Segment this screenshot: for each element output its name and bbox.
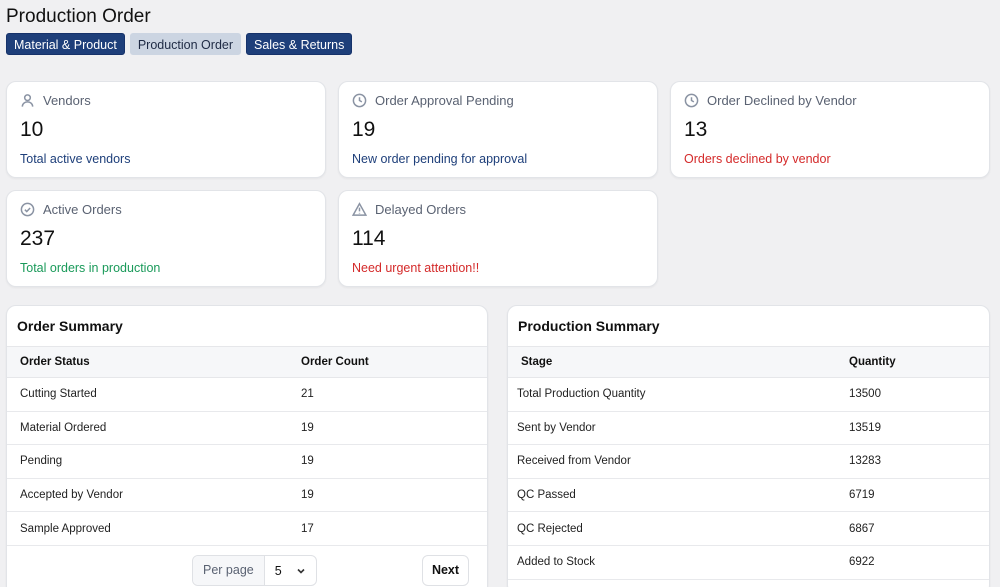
warning-icon (352, 202, 367, 216)
table-row: Total Production Quantity 13500 (508, 377, 989, 412)
order-summary-panel: Order Summary Order Status Order Count C… (6, 305, 488, 587)
table-row: Cutting Started 21 (7, 377, 487, 412)
cell-stage: Received from Vendor (508, 444, 849, 479)
stat-label: Active Orders (43, 202, 122, 217)
cell-status: Accepted by Vendor (7, 478, 301, 513)
per-page-control: Per page 5 (192, 555, 317, 586)
table-row: Sample Approved 17 (7, 511, 487, 546)
column-header: Order Status (7, 346, 301, 378)
cell-quantity: 6719 (849, 478, 989, 513)
stat-subtext: Total orders in production (20, 261, 161, 275)
tab-production-order[interactable]: Production Order (129, 33, 242, 55)
clock-icon (684, 93, 699, 108)
stat-card-active-orders: Active Orders 237 Total orders in produc… (6, 190, 326, 287)
table-row: Added to Stock 6922 (508, 545, 989, 580)
cell-stage: Sent by Vendor (508, 411, 849, 446)
table-row: Accepted by Vendor 19 (7, 478, 487, 513)
order-summary-table: Order Status Order Count Cutting Started… (7, 346, 487, 546)
cell-count: 19 (301, 478, 487, 513)
stat-subtext: Need urgent attention!! (352, 261, 480, 275)
table-header-row: Stage Quantity (508, 346, 989, 378)
cell-stage: Total Production Quantity (508, 377, 849, 412)
cell-stage: QC Rejected (508, 511, 849, 546)
table-header-row: Order Status Order Count (7, 346, 487, 378)
stat-value: 237 (20, 227, 56, 250)
stat-card-order-declined: Order Declined by Vendor 13 Orders decli… (670, 81, 990, 178)
stat-card-order-approval-pending: Order Approval Pending 19 New order pend… (338, 81, 658, 178)
stat-value: 114 (352, 227, 386, 250)
cell-quantity: 6867 (849, 511, 989, 546)
cell-quantity: 6922 (849, 545, 989, 580)
chevron-down-icon (297, 568, 305, 574)
stat-value: 10 (20, 118, 44, 141)
production-summary-panel: Production Summary Stage Quantity Total … (507, 305, 990, 587)
cell-count: 19 (301, 411, 487, 446)
cell-status: Sample Approved (7, 511, 301, 546)
tab-bar: Material & Product Production Order Sale… (6, 33, 353, 55)
stat-label: Order Approval Pending (375, 93, 514, 108)
table-row: Pending 19 (7, 444, 487, 479)
stat-card-delayed-orders: Delayed Orders 114 Need urgent attention… (338, 190, 658, 287)
cell-count: 21 (301, 377, 487, 412)
check-circle-icon (20, 202, 35, 217)
stat-label: Vendors (43, 93, 91, 108)
stat-value: 13 (684, 118, 708, 141)
per-page-value: 5 (274, 563, 282, 578)
per-page-label: Per page (193, 556, 265, 585)
stat-subtext: New order pending for approval (352, 152, 528, 166)
production-summary-table: Stage Quantity Total Production Quantity… (508, 346, 989, 580)
tab-sales-returns[interactable]: Sales & Returns (246, 33, 353, 55)
cell-stage: QC Passed (508, 478, 849, 513)
stat-card-vendors: Vendors 10 Total active vendors (6, 81, 326, 178)
panel-title: Order Summary (17, 318, 123, 334)
stat-label: Order Declined by Vendor (707, 93, 857, 108)
table-row: QC Passed 6719 (508, 478, 989, 513)
cell-status: Material Ordered (7, 411, 301, 446)
column-header: Order Count (301, 346, 487, 378)
cell-status: Pending (7, 444, 301, 479)
stat-subtext: Total active vendors (20, 152, 131, 166)
column-header: Quantity (849, 346, 989, 378)
stat-label: Delayed Orders (375, 202, 467, 217)
cell-status: Cutting Started (7, 377, 301, 412)
table-row: QC Rejected 6867 (508, 511, 989, 546)
stat-subtext: Orders declined by vendor (684, 152, 831, 166)
next-button[interactable]: Next (422, 555, 469, 586)
cell-quantity: 13500 (849, 377, 989, 412)
cell-quantity: 13283 (849, 444, 989, 479)
cell-stage: Added to Stock (508, 545, 849, 580)
cell-quantity: 13519 (849, 411, 989, 446)
clock-icon (352, 93, 367, 108)
page-title: Production Order (6, 6, 151, 27)
table-row: Received from Vendor 13283 (508, 444, 989, 479)
stat-value: 19 (352, 118, 376, 141)
tab-material-product[interactable]: Material & Product (6, 33, 125, 55)
panel-title: Production Summary (518, 318, 660, 334)
cell-count: 17 (301, 511, 487, 546)
table-row: Sent by Vendor 13519 (508, 411, 989, 446)
user-icon (21, 94, 34, 107)
column-header: Stage (508, 346, 849, 378)
cell-count: 19 (301, 444, 487, 479)
table-row: Material Ordered 19 (7, 411, 487, 446)
per-page-select[interactable]: 5 (265, 556, 316, 585)
